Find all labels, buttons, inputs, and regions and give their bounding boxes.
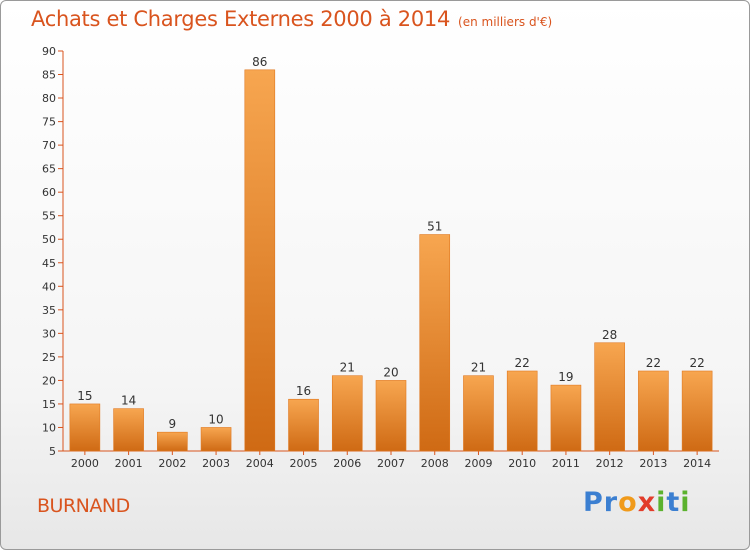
x-tick-label: 2002	[158, 457, 186, 470]
proxiti-logo: Proxiti	[583, 487, 691, 518]
bar-2012	[594, 342, 625, 452]
logo-letter: o	[618, 487, 638, 518]
y-tick-label: 15	[42, 398, 56, 411]
bar-value-label: 20	[383, 365, 398, 379]
y-tick-label: 90	[42, 45, 56, 58]
y-tick-label: 40	[42, 280, 56, 293]
bar-2005	[288, 398, 319, 452]
y-tick-label: 70	[42, 139, 56, 152]
commune-name: BURNAND	[37, 495, 130, 517]
x-tick-label: 2014	[683, 457, 711, 470]
bar-value-label: 22	[689, 356, 704, 370]
x-axis: 2000 2001 2002 2003 2004 2005 2006 2007 2008 2009…	[63, 450, 719, 470]
logo-letter: r	[603, 487, 619, 518]
bar-value-label: 15	[77, 389, 92, 403]
bar-2004	[244, 69, 276, 452]
y-tick-label: 35	[42, 304, 56, 317]
bar-value-label: 19	[558, 370, 573, 384]
y-tick-label: 80	[42, 92, 56, 105]
x-tick-label: 2013	[639, 457, 667, 470]
chart-title-text: Achats et Charges Externes 2000 à 2014	[31, 7, 451, 31]
bar-value-label: 16	[296, 384, 311, 398]
logo-letter: x	[637, 487, 657, 518]
bar-value-label: 9	[169, 417, 177, 431]
bar-2007	[375, 380, 407, 452]
bar-value-label: 28	[602, 328, 617, 342]
x-tick-label: 2000	[71, 457, 99, 470]
bar-2006	[331, 375, 363, 452]
chart-title: Achats et Charges Externes 2000 à 2014 (e…	[31, 7, 552, 31]
logo-letter: i	[680, 487, 691, 518]
x-tick-label: 2003	[202, 457, 230, 470]
bar-value-label: 21	[340, 361, 355, 375]
bar-2010	[506, 370, 538, 452]
x-tick-label: 2012	[596, 457, 624, 470]
x-tick-label: 2006	[333, 457, 361, 470]
x-tick-label: 2007	[377, 457, 405, 470]
bar-2014	[681, 370, 713, 452]
x-tick-label: 2011	[552, 457, 580, 470]
bar-2001	[113, 408, 144, 452]
x-tick-label: 2009	[464, 457, 492, 470]
bar-value-label: 22	[646, 356, 661, 370]
logo-letter: P	[583, 487, 604, 518]
bar-2013	[638, 370, 669, 452]
bar-2000	[69, 403, 101, 452]
bar-value-label: 86	[252, 55, 267, 69]
y-tick-label: 25	[42, 351, 56, 364]
x-tick-label: 2010	[508, 457, 536, 470]
bar-2003	[200, 427, 232, 452]
y-tick-label: 10	[42, 421, 56, 434]
y-tick-label: 20	[42, 374, 56, 387]
chart-subtitle: (en milliers d'€)	[458, 15, 553, 29]
y-tick-label: 75	[42, 116, 56, 129]
y-tick-label: 55	[42, 210, 56, 223]
bar-value-label: 22	[515, 356, 530, 370]
bar-2008	[419, 234, 451, 452]
x-tick-label: 2004	[246, 457, 274, 470]
bar-value-label: 21	[471, 361, 486, 375]
bar-2009	[463, 375, 494, 452]
y-tick-label: 50	[42, 233, 56, 246]
bar-2011	[550, 384, 582, 452]
y-tick-label: 30	[42, 327, 56, 340]
bar-value-label: 14	[121, 394, 136, 408]
x-tick-label: 2001	[115, 457, 143, 470]
bar-value-label: 10	[208, 412, 223, 426]
y-tick-label: 85	[42, 69, 56, 82]
bar-2002	[157, 431, 188, 452]
y-tick-label: 5	[49, 445, 56, 458]
logo-letter: t	[666, 487, 681, 518]
x-tick-label: 2005	[290, 457, 318, 470]
bar-value-label: 51	[427, 220, 442, 234]
bars: 15 14 9 10 86 16 21 20 51 21 22 19 28 22 22	[69, 55, 713, 452]
y-tick-label: 60	[42, 186, 56, 199]
x-tick-label: 2008	[421, 457, 449, 470]
y-tick-label: 65	[42, 163, 56, 176]
y-tick-label: 45	[42, 257, 56, 270]
y-axis: 5 10 15 20 25 30 35 40 45 50 55 60 65 70 75 80 85 90	[42, 45, 64, 458]
logo-letter: i	[656, 487, 667, 518]
